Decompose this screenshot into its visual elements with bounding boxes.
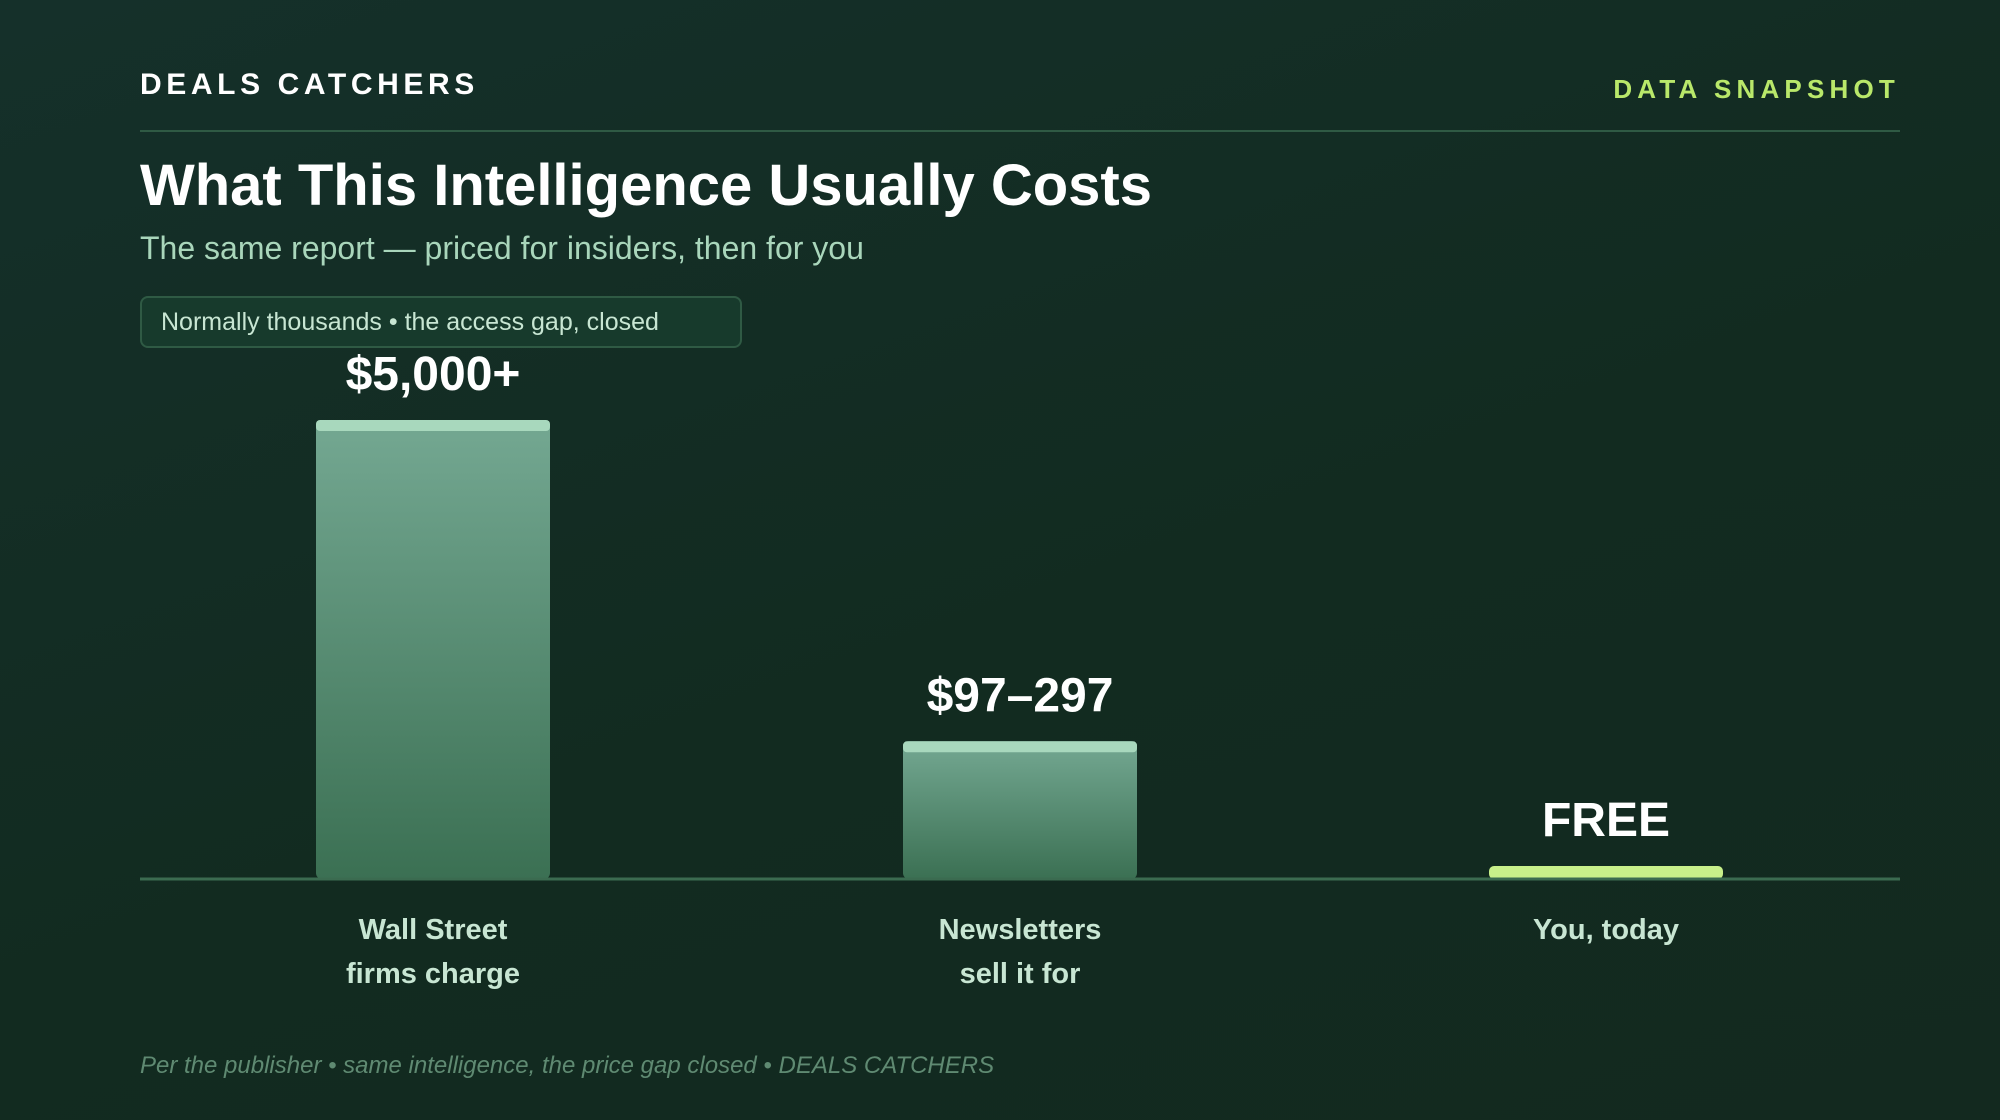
- info-badge: Normally thousands • the access gap, clo…: [140, 296, 742, 348]
- bar-1: [316, 420, 550, 879]
- bar-body: [316, 420, 550, 879]
- bar-cap: [316, 420, 550, 431]
- bar-2: [903, 741, 1137, 879]
- chart-title: What This Intelligence Usually Costs: [140, 153, 1152, 218]
- value-label: $5,000+: [346, 348, 521, 401]
- category-label: You, today: [1533, 914, 1679, 946]
- chart-subtitle: The same report — priced for insiders, t…: [140, 230, 864, 266]
- category-label: sell it for: [960, 958, 1081, 990]
- header: DEALS CATCHERS DATA SNAPSHOT: [140, 64, 1900, 132]
- footer-note: Per the publisher • same intelligence, t…: [140, 1052, 995, 1079]
- brand-name: DEALS CATCHERS: [140, 68, 479, 101]
- value-label: FREE: [1542, 794, 1670, 847]
- category-label: Newsletters: [939, 914, 1102, 946]
- category-label: Wall Street: [359, 914, 508, 946]
- bar-body: [903, 741, 1137, 879]
- category-label: firms charge: [346, 958, 520, 990]
- data-snapshot-tag: DATA SNAPSHOT: [1613, 74, 1900, 104]
- bar-cap: [903, 741, 1137, 753]
- value-label: $97–297: [927, 669, 1114, 722]
- bar-3: [1489, 866, 1723, 879]
